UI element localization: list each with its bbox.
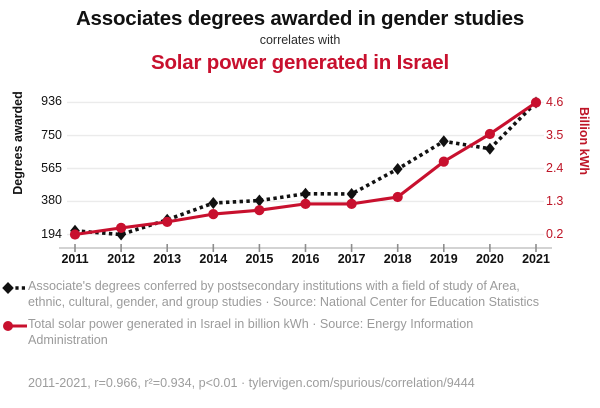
x-axis-tick-label: 2016 (291, 252, 320, 266)
y-axis-left-tick-label: 936 (41, 94, 62, 109)
data-point-marker (530, 97, 542, 108)
data-point-marker (346, 187, 357, 200)
chart-title-connector: correlates with (259, 32, 341, 47)
x-axis-tick-label: 2014 (199, 252, 228, 266)
x-axis-tick-label: 2018 (383, 252, 412, 266)
chart-plot-area: Degrees awarded Billion kWh 194 380 565 750… (0, 84, 600, 266)
data-point-marker (438, 156, 449, 167)
data-point-marker (254, 194, 265, 207)
data-point-marker (254, 205, 265, 216)
x-axis-tick-label: 2012 (107, 252, 135, 266)
data-point-marker (162, 216, 173, 227)
x-axis-tick-label: 2017 (337, 252, 366, 266)
data-point-marker (300, 187, 311, 200)
chart-title-primary: Associates degrees awarded in gender stu… (75, 7, 525, 30)
data-point-marker (300, 198, 311, 209)
legend-label: Total solar power generated in Israel in… (28, 317, 474, 347)
data-point-marker (346, 198, 357, 209)
legend-label: Associate's degrees conferred by postsec… (28, 279, 540, 309)
y-axis-right-tick-label: 1.3 (546, 193, 564, 208)
y-axis-left-tick-label: 194 (41, 226, 62, 241)
x-axis-tick-label: 2011 (61, 252, 89, 266)
black-diamond-dotted-line-icon (0, 280, 28, 296)
x-axis-tick-label: 2019 (429, 252, 458, 266)
data-point-marker (484, 128, 495, 140)
y-axis-right-tick-label: 4.6 (546, 94, 564, 109)
data-point-marker (438, 135, 449, 148)
y-axis-right-tick-label: 2.4 (546, 160, 564, 175)
y-axis-left-tick-label: 750 (41, 127, 62, 142)
chart-legend: Associate's degrees conferred by postsec… (0, 279, 600, 355)
series-line-1 (74, 101, 538, 237)
red-circle-solid-line-icon (0, 318, 28, 334)
data-point-marker (392, 163, 403, 176)
data-point-marker (392, 191, 403, 203)
y-axis-left-tick-label: 565 (41, 160, 62, 175)
x-axis-tick-label: 2021 (522, 252, 550, 266)
data-point-marker (208, 209, 219, 220)
y-axis-right-tick-label: 0.2 (546, 226, 564, 241)
y-axis-right-tick-label: 3.5 (546, 127, 564, 142)
chart-footnote: 2011-2021, r=0.966, r²=0.934, p<0.01 · t… (28, 376, 475, 390)
y-axis-left-tick-label: 380 (41, 193, 62, 208)
legend-row: Total solar power generated in Israel in… (0, 317, 600, 348)
chart-lines-svg (59, 96, 552, 252)
data-point-marker (116, 222, 127, 233)
chart-title-secondary: Solar power generated in Israel (151, 51, 449, 75)
x-axis-tick-label: 2020 (475, 252, 504, 266)
legend-row: Associate's degrees conferred by postsec… (0, 279, 600, 310)
x-axis-tick-label: 2015 (245, 252, 274, 266)
data-point-marker (484, 142, 495, 155)
chart-title-block: Associates degrees awarded in gender stu… (0, 0, 600, 75)
data-point-marker (69, 229, 81, 240)
data-point-marker (208, 197, 219, 210)
x-axis-tick-label: 2013 (153, 252, 182, 266)
